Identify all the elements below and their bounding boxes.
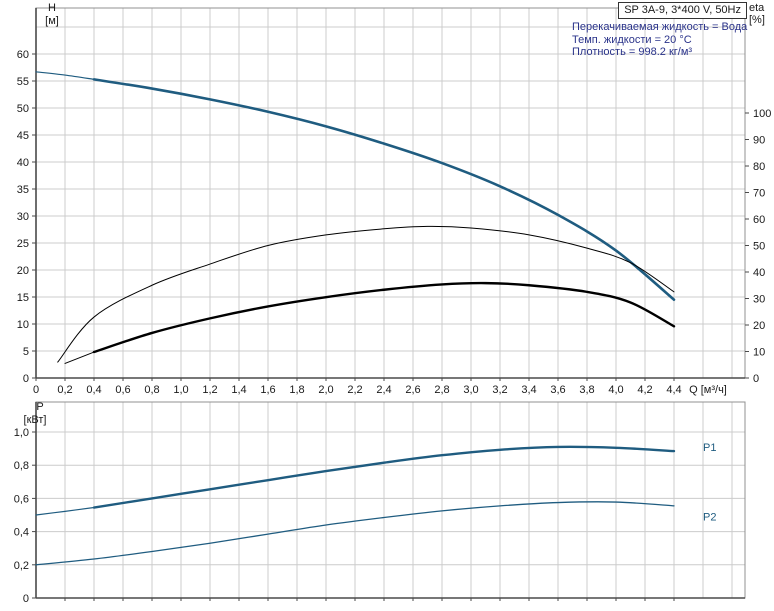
curve-label: P1 bbox=[703, 442, 716, 454]
y-tick-label: 45 bbox=[17, 130, 29, 142]
x-tick-label: 4,2 bbox=[637, 384, 652, 396]
head-curve-lead bbox=[35, 71, 95, 80]
p2-curve bbox=[35, 501, 675, 566]
eta-axis-title: eta [%] bbox=[749, 2, 765, 26]
info-line-temperature: Темп. жидкости = 20 °C bbox=[572, 33, 692, 46]
p1-curve-lead bbox=[35, 506, 95, 516]
eta-total-curve bbox=[92, 281, 676, 354]
eta-tick-label: 70 bbox=[753, 188, 765, 200]
x-tick-label: 3,0 bbox=[463, 384, 478, 396]
y-tick-label: 0,4 bbox=[14, 527, 29, 539]
x-tick-label: 1,4 bbox=[231, 384, 246, 396]
eta-axis-unit: [%] bbox=[749, 14, 765, 26]
y-tick-label: 60 bbox=[17, 49, 29, 61]
eta-total-lead bbox=[64, 351, 95, 364]
info-line-density: Плотность = 998.2 кг/м³ bbox=[572, 46, 693, 59]
x-tick-label: 1,8 bbox=[289, 384, 304, 396]
y-tick-label: 25 bbox=[17, 238, 29, 250]
eta-tick-label: 40 bbox=[753, 267, 765, 279]
x-tick-label: 0 bbox=[33, 384, 39, 396]
y-tick-label: 10 bbox=[17, 319, 29, 331]
curve-label: P2 bbox=[703, 512, 716, 524]
y-tick-label: 50 bbox=[17, 103, 29, 115]
x-tick-label: 2,6 bbox=[405, 384, 420, 396]
eta-tick-label: 20 bbox=[753, 320, 765, 332]
x-tick-label: 1,0 bbox=[173, 384, 188, 396]
x-tick-label: 4,0 bbox=[608, 384, 623, 396]
x-tick-label: 1,6 bbox=[260, 384, 275, 396]
plot-frame bbox=[35, 7, 746, 379]
y-tick-label: 35 bbox=[17, 184, 29, 196]
x-tick-label: 2,4 bbox=[376, 384, 391, 396]
y-tick-label: 0,8 bbox=[14, 460, 29, 472]
x-tick-label: 3,8 bbox=[579, 384, 594, 396]
pump-model-box: SP 3A-9, 3*400 V, 50Hz bbox=[618, 2, 747, 19]
power-axis-title: P bbox=[36, 401, 44, 413]
x-tick-label: 2,2 bbox=[347, 384, 362, 396]
x-tick-label: 0,4 bbox=[86, 384, 101, 396]
y-tick-label: 0 bbox=[23, 593, 29, 605]
x-tick-label: 1,2 bbox=[202, 384, 217, 396]
eta-tick-label: 100 bbox=[753, 108, 771, 120]
y-tick-label: 0 bbox=[23, 373, 29, 385]
eta-tick-label: 0 bbox=[753, 373, 759, 385]
y-tick-label: 5 bbox=[23, 346, 29, 358]
eta-axis-title-line: eta bbox=[749, 2, 765, 14]
x-tick-label: 2,0 bbox=[318, 384, 333, 396]
eta-tick-label: 30 bbox=[753, 294, 765, 306]
head-axis-unit: [м] bbox=[45, 15, 59, 27]
head-axis-title: H bbox=[48, 2, 56, 14]
y-tick-label: 0,2 bbox=[14, 560, 29, 572]
x-tick-label: 3,2 bbox=[492, 384, 507, 396]
y-tick-label: 20 bbox=[17, 265, 29, 277]
info-line-liquid: Перекачиваемая жидкость = Вода bbox=[572, 21, 748, 33]
x-tick-label: 2,8 bbox=[434, 384, 449, 396]
eta-curve bbox=[57, 225, 675, 363]
y-tick-label: 55 bbox=[17, 76, 29, 88]
x-tick-label: 0,2 bbox=[57, 384, 72, 396]
eta-tick-label: 50 bbox=[753, 241, 765, 253]
y-tick-label: 0,6 bbox=[14, 493, 29, 505]
head-curve bbox=[92, 78, 676, 301]
x-tick-label: 3,6 bbox=[550, 384, 565, 396]
x-tick-label: 0,6 bbox=[115, 384, 130, 396]
x-tick-label: 4,4 bbox=[666, 384, 681, 396]
y-tick-label: 40 bbox=[17, 157, 29, 169]
x-tick-label: 3,4 bbox=[521, 384, 536, 396]
eta-tick-label: 60 bbox=[753, 214, 765, 226]
x-axis-label: Q [м³/ч] bbox=[689, 384, 727, 396]
eta-tick-label: 90 bbox=[753, 135, 765, 147]
y-tick-label: 30 bbox=[17, 211, 29, 223]
power-axis-unit: [кВт] bbox=[23, 414, 47, 426]
p1-curve bbox=[92, 445, 676, 509]
eta-tick-label: 10 bbox=[753, 347, 765, 359]
y-tick-label: 1,0 bbox=[14, 427, 29, 439]
x-tick-label: 0,8 bbox=[144, 384, 159, 396]
liquid-info-block: Перекачиваемая жидкость = Вода Темп. жид… bbox=[572, 21, 747, 59]
y-tick-label: 15 bbox=[17, 292, 29, 304]
eta-tick-label: 80 bbox=[753, 161, 765, 173]
